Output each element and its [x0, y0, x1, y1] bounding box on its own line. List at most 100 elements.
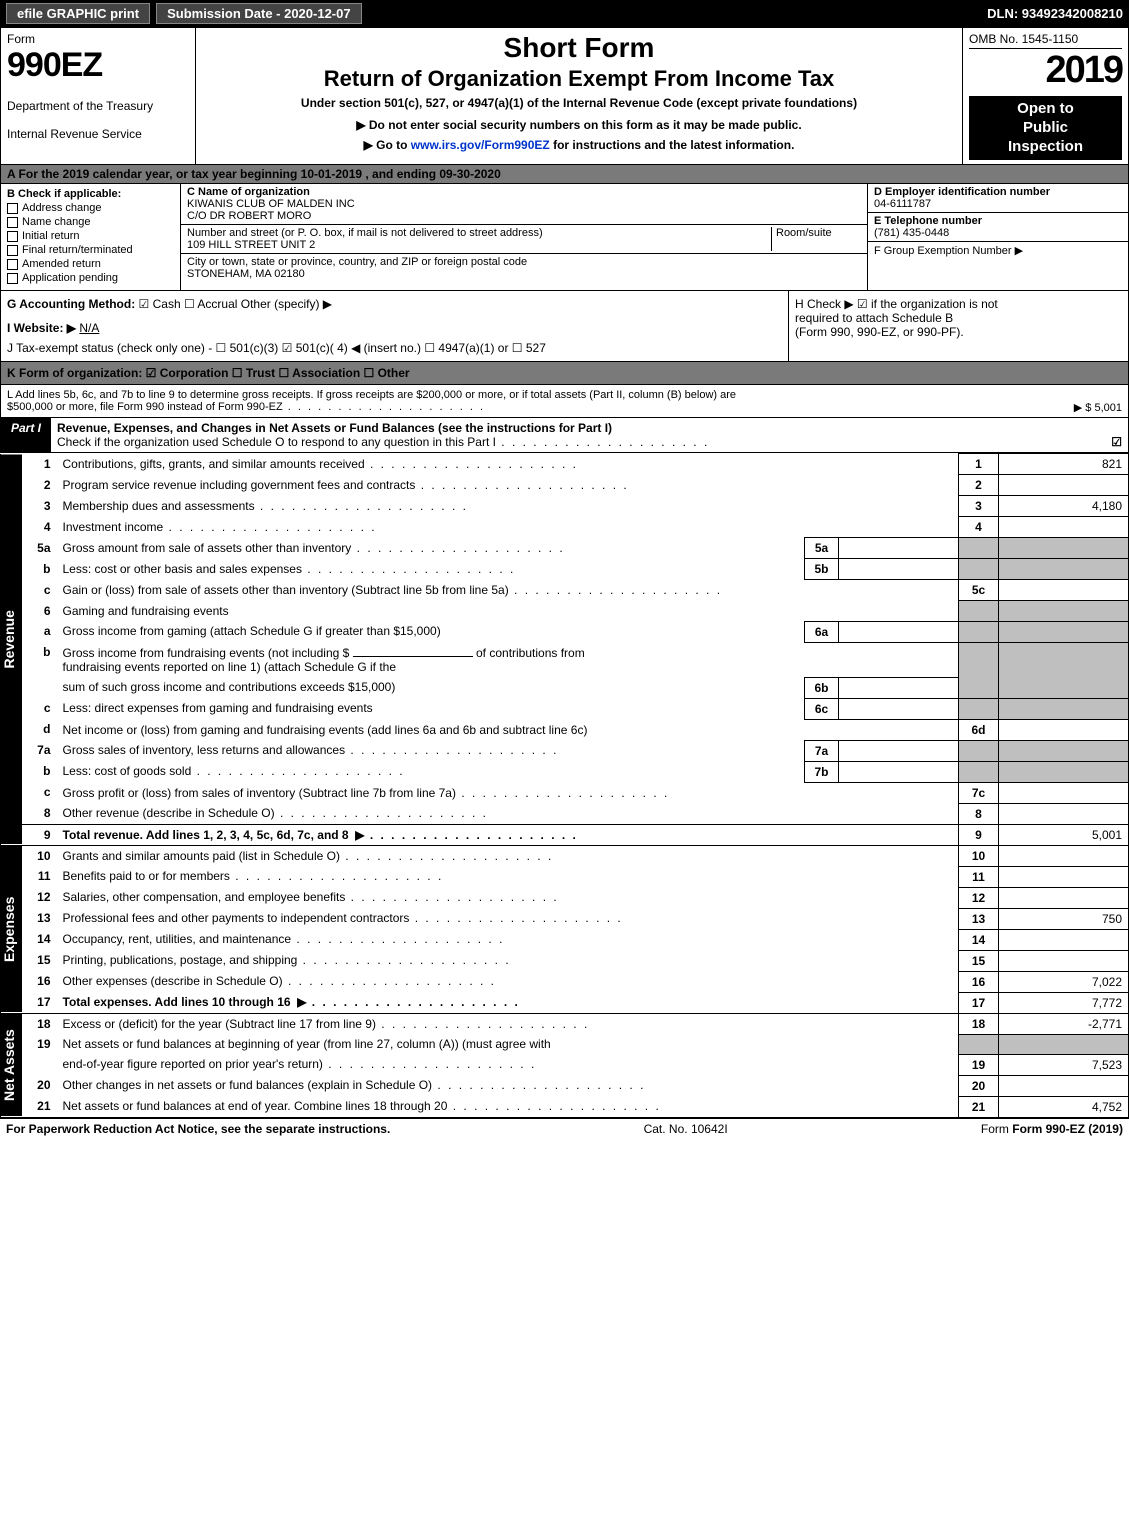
- sub-amt: [839, 740, 959, 761]
- checkbox-icon: [7, 217, 18, 228]
- line-num: 19: [23, 1034, 59, 1075]
- form-word: Form: [7, 32, 189, 46]
- line-num: b: [23, 559, 59, 580]
- pra-notice: For Paperwork Reduction Act Notice, see …: [6, 1122, 390, 1136]
- submission-date-button[interactable]: Submission Date - 2020-12-07: [156, 3, 362, 24]
- line-amt: 4,752: [999, 1096, 1129, 1117]
- line-num: c: [23, 782, 59, 803]
- j-tax-exempt: J Tax-exempt status (check only one) - ☐…: [7, 341, 782, 355]
- line-amt-shaded: [999, 642, 1129, 698]
- care-of: C/O DR ROBERT MORO: [187, 210, 861, 222]
- header-center: Short Form Return of Organization Exempt…: [196, 28, 963, 164]
- sub-label: 5a: [805, 538, 839, 559]
- line-amt: [999, 475, 1129, 496]
- sub-amt: [839, 538, 959, 559]
- part1-tab: Part I: [1, 418, 51, 452]
- line-desc: Total expenses. Add lines 10 through 16 …: [59, 992, 959, 1013]
- line-rnum: 6d: [959, 719, 999, 740]
- cb-address-change[interactable]: Address change: [7, 202, 174, 214]
- section-c: C Name of organization KIWANIS CLUB OF M…: [181, 184, 868, 290]
- line-num: 1: [23, 454, 59, 475]
- line-desc: Net assets or fund balances at beginning…: [59, 1034, 959, 1054]
- c-street: Number and street (or P. O. box, if mail…: [181, 225, 867, 254]
- g-options: ☑ Cash ☐ Accrual Other (specify) ▶: [139, 297, 332, 311]
- c-city: City or town, state or province, country…: [181, 254, 867, 282]
- line-amt: 7,022: [999, 971, 1129, 992]
- l6b-blank: [353, 656, 473, 657]
- g-label: G Accounting Method:: [7, 297, 135, 311]
- sub-label: 7a: [805, 740, 839, 761]
- line-desc: Investment income: [59, 517, 959, 538]
- line-num: 21: [23, 1096, 59, 1117]
- h-line1: H Check ▶ ☑ if the organization is not: [795, 297, 1122, 311]
- efile-print-button[interactable]: efile GRAPHIC print: [6, 3, 150, 24]
- cb-initial-return[interactable]: Initial return: [7, 230, 174, 242]
- line-amt: [999, 845, 1129, 866]
- line-rnum: 18: [959, 1013, 999, 1034]
- checkbox-icon: [7, 231, 18, 242]
- cb-label: Initial return: [22, 230, 79, 242]
- cb-final-return[interactable]: Final return/terminated: [7, 244, 174, 256]
- line-amt-shaded: [999, 538, 1129, 559]
- form-number: 990EZ: [7, 46, 189, 85]
- line-num: 8: [23, 803, 59, 824]
- section-def: D Employer identification number 04-6111…: [868, 184, 1128, 290]
- cb-label: Name change: [22, 216, 91, 228]
- line-amt: [999, 950, 1129, 971]
- line-num: d: [23, 719, 59, 740]
- line-amt-shaded: [999, 621, 1129, 642]
- line-rnum: 1: [959, 454, 999, 475]
- line-num: b: [23, 761, 59, 782]
- line-amt: 7,523: [999, 1054, 1129, 1075]
- part1-checkbox[interactable]: ☑: [1111, 435, 1122, 449]
- entity-grid: B Check if applicable: Address change Na…: [0, 184, 1129, 291]
- cb-label: Amended return: [22, 258, 101, 270]
- open-to-public: Open to Public Inspection: [969, 96, 1122, 160]
- expenses-side-tab: Expenses: [1, 845, 23, 1013]
- checkbox-icon: [7, 203, 18, 214]
- line-desc: Program service revenue including govern…: [59, 475, 959, 496]
- ein-value: 04-6111787: [874, 198, 1122, 210]
- line-num: b: [23, 642, 59, 698]
- e-label: E Telephone number: [874, 215, 1122, 227]
- line-desc: Professional fees and other payments to …: [59, 908, 959, 929]
- line-rnum: 21: [959, 1096, 999, 1117]
- cb-label: Final return/terminated: [22, 244, 133, 256]
- phone-value: (781) 435-0448: [874, 227, 1122, 239]
- line-amt-shaded: [999, 698, 1129, 719]
- l6b-d3: fundraising events reported on line 1) (…: [63, 660, 397, 674]
- line-num: 7a: [23, 740, 59, 761]
- revenue-end: [1, 824, 23, 845]
- open-line3: Inspection: [971, 138, 1120, 157]
- line-amt-shaded: [999, 559, 1129, 580]
- c-name-label: C Name of organization: [187, 186, 861, 198]
- checkbox-icon: [7, 259, 18, 270]
- line-rnum: 20: [959, 1075, 999, 1096]
- line-num: 17: [23, 992, 59, 1013]
- street-value: 109 HILL STREET UNIT 2: [187, 239, 771, 251]
- line-rnum: 9: [959, 824, 999, 845]
- gh-row: G Accounting Method: ☑ Cash ☐ Accrual Ot…: [0, 291, 1129, 362]
- line-num: 18: [23, 1013, 59, 1034]
- cb-label: Address change: [22, 202, 102, 214]
- line-desc: Net income or (loss) from gaming and fun…: [59, 719, 959, 740]
- cb-name-change[interactable]: Name change: [7, 216, 174, 228]
- line-amt: -2,771: [999, 1013, 1129, 1034]
- checkbox-icon: [7, 245, 18, 256]
- cb-amended-return[interactable]: Amended return: [7, 258, 174, 270]
- irs-link[interactable]: www.irs.gov/Form990EZ: [411, 138, 550, 152]
- dln-label: DLN: 93492342008210: [987, 6, 1123, 21]
- line-amt: [999, 887, 1129, 908]
- line-rnum: 8: [959, 803, 999, 824]
- omb-number: OMB No. 1545-1150: [969, 32, 1122, 49]
- city-value: STONEHAM, MA 02180: [187, 268, 861, 280]
- line-desc: Other expenses (describe in Schedule O): [59, 971, 959, 992]
- line-desc: Less: cost or other basis and sales expe…: [59, 559, 805, 580]
- checkbox-icon: [7, 273, 18, 284]
- line-desc: Membership dues and assessments: [59, 496, 959, 517]
- cb-app-pending[interactable]: Application pending: [7, 272, 174, 284]
- form-number-box: Form 990EZ Department of the Treasury In…: [1, 28, 196, 164]
- l-amount: ▶ $ 5,001: [1074, 401, 1122, 414]
- sub-amt: [839, 621, 959, 642]
- l6b-d1: Gross income from fundraising events (no…: [63, 646, 350, 660]
